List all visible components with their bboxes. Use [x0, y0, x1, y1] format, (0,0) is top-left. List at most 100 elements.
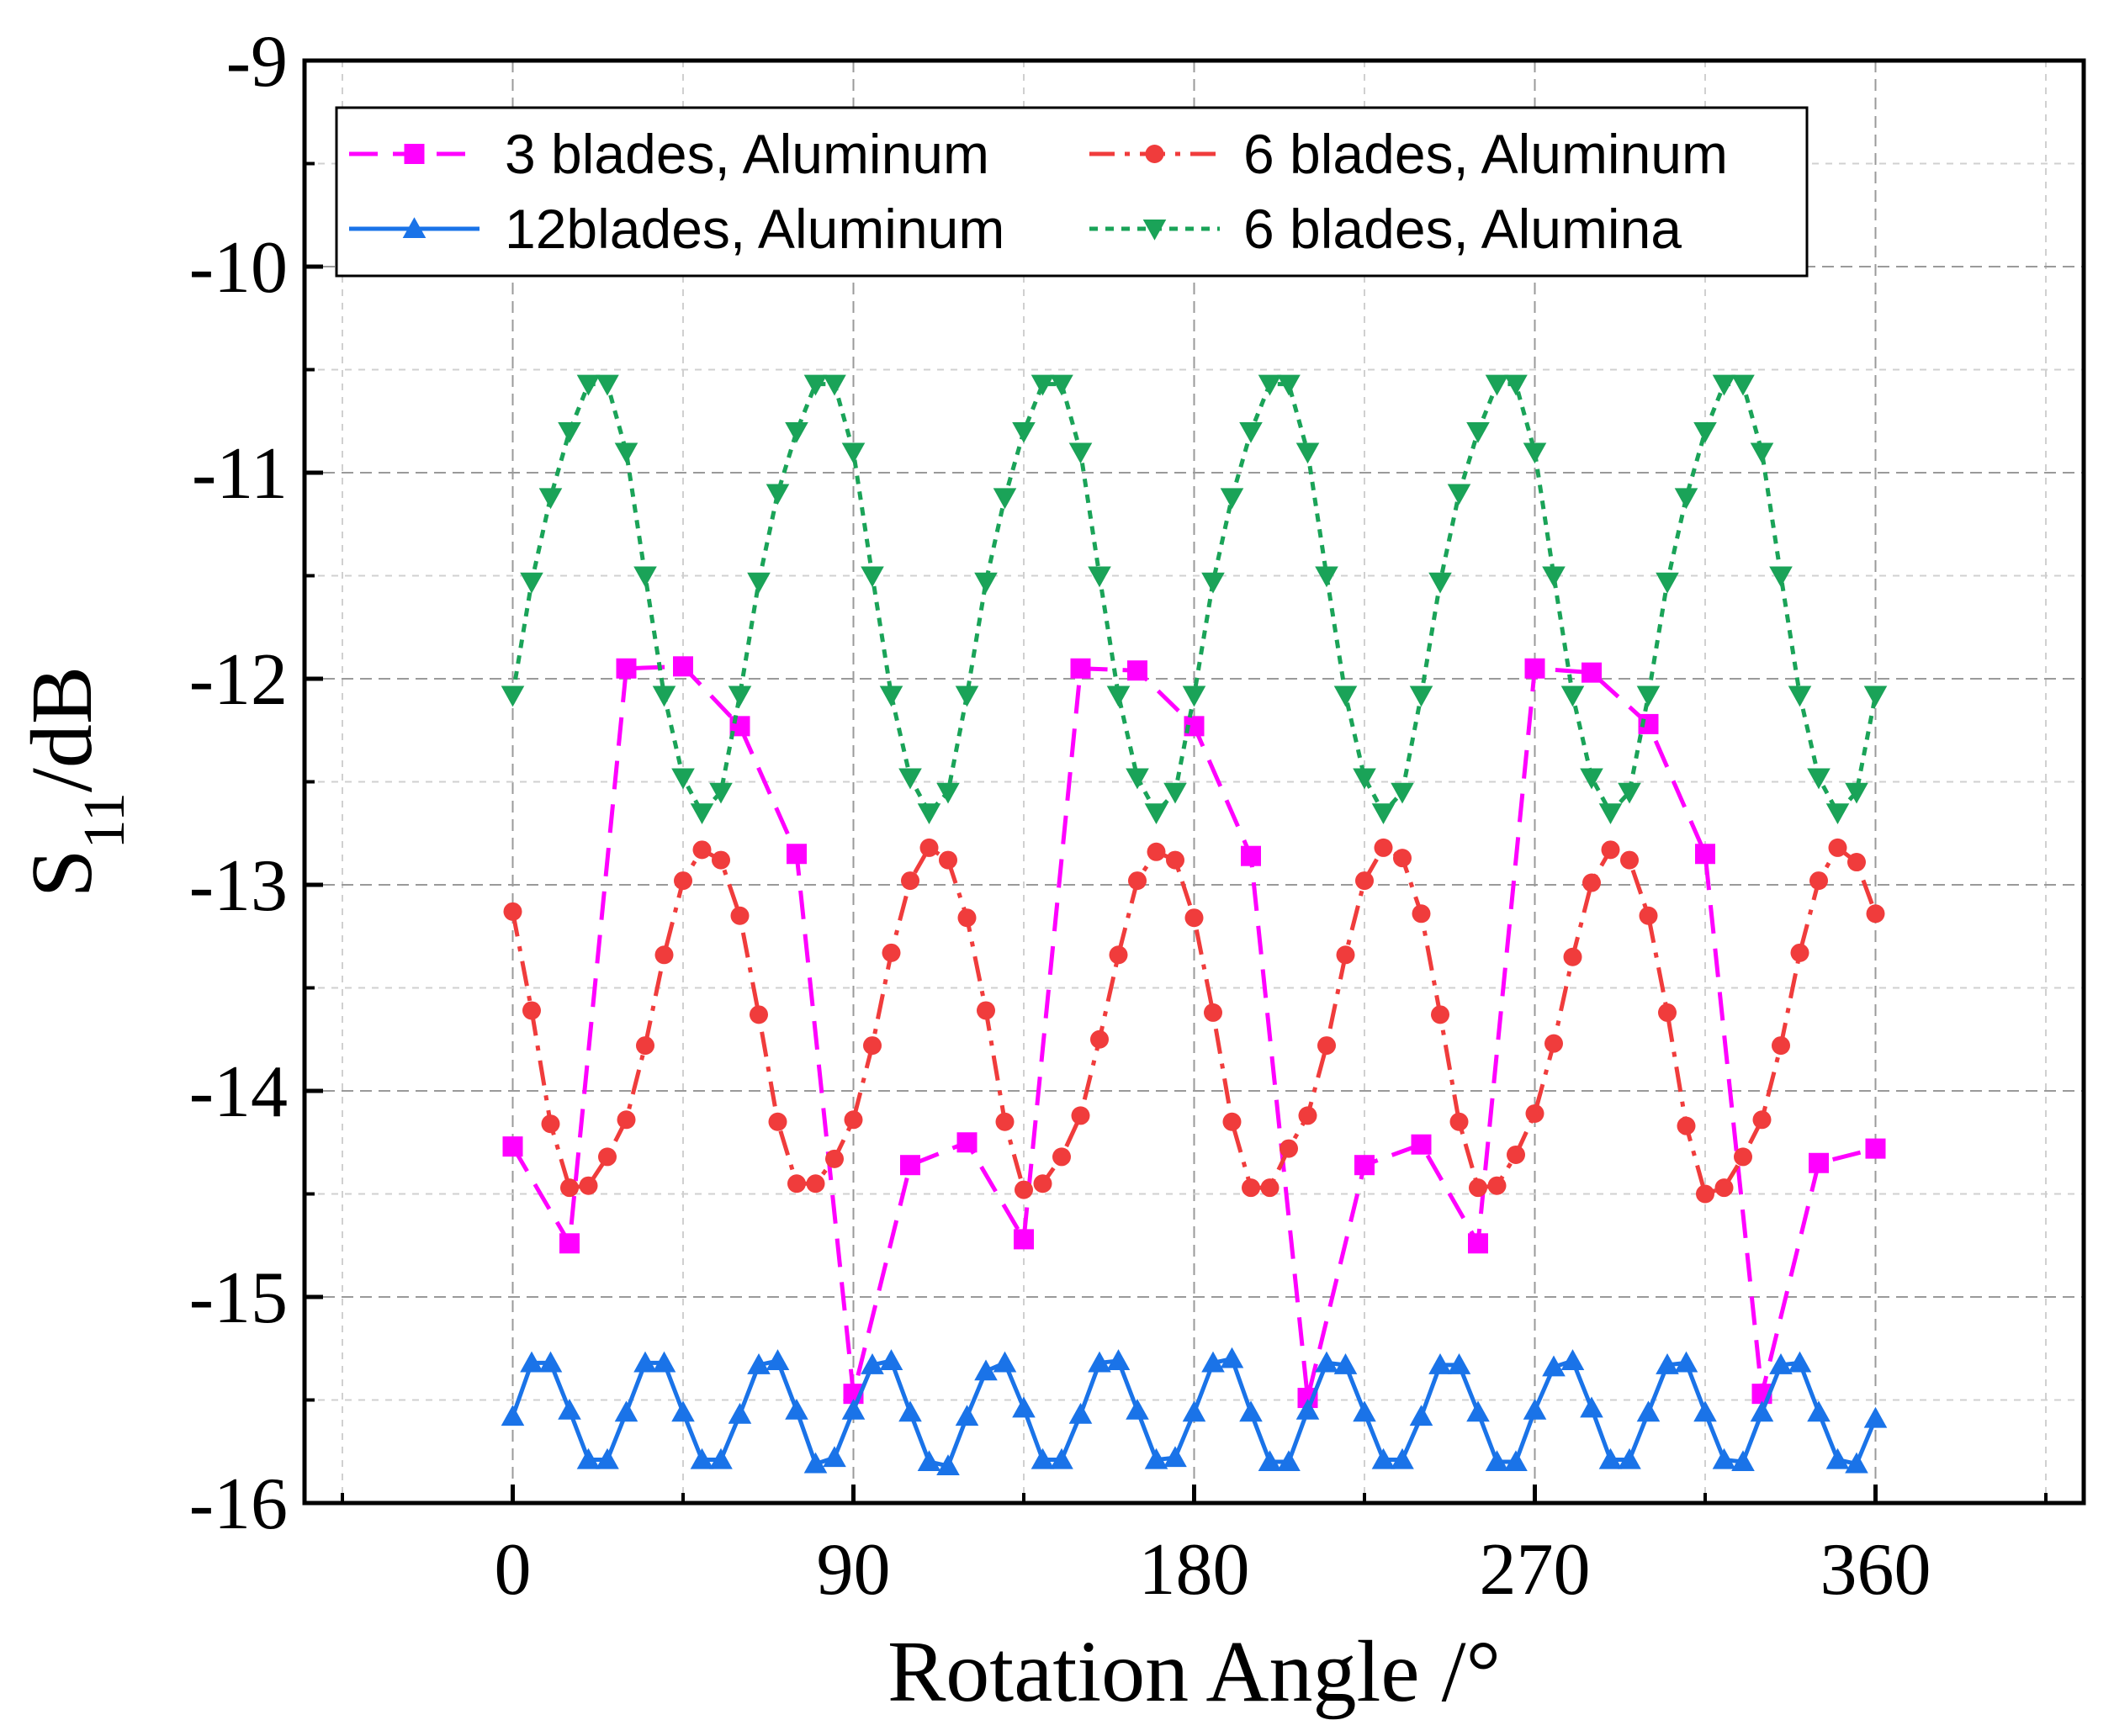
data-point	[747, 572, 771, 594]
data-point	[1524, 658, 1545, 679]
data-point	[501, 1405, 525, 1426]
data-point	[728, 1402, 752, 1424]
legend-marker	[1145, 145, 1164, 163]
data-point	[1391, 782, 1414, 804]
data-point	[879, 685, 903, 707]
data-point	[614, 1400, 638, 1422]
data-point	[1693, 421, 1717, 443]
data-point	[1582, 873, 1601, 892]
data-point	[1204, 1003, 1222, 1022]
data-point	[823, 374, 846, 396]
data-point	[1504, 374, 1528, 396]
data-point	[1542, 1355, 1566, 1377]
data-point	[1752, 1110, 1772, 1130]
data-point	[1845, 782, 1868, 804]
data-point	[1280, 1139, 1298, 1158]
data-point	[1070, 658, 1091, 679]
data-point	[1298, 1106, 1317, 1125]
data-point	[1071, 1106, 1090, 1125]
data-point	[1220, 1347, 1244, 1368]
data-point	[692, 840, 712, 860]
data-point	[1469, 1178, 1487, 1198]
data-point	[1391, 1448, 1414, 1469]
data-point	[576, 1448, 601, 1469]
data-point	[654, 945, 674, 965]
data-point	[1258, 374, 1282, 396]
data-point	[993, 488, 1017, 510]
data-point	[1068, 1402, 1093, 1424]
data-point	[1277, 374, 1301, 396]
data-point	[1184, 908, 1204, 928]
data-point	[1031, 374, 1055, 396]
data-point	[1333, 685, 1358, 707]
data-point	[955, 1405, 979, 1426]
data-point	[1258, 1450, 1282, 1472]
data-point	[1068, 442, 1093, 464]
data-point	[503, 902, 522, 921]
data-point	[1353, 768, 1376, 790]
data-point	[1015, 1180, 1033, 1199]
x-tick-label: 90	[817, 1529, 891, 1611]
data-point	[1618, 1448, 1641, 1469]
data-point	[1127, 660, 1147, 681]
data-point	[768, 1112, 787, 1131]
data-point	[1333, 1353, 1358, 1374]
data-point	[1182, 685, 1206, 707]
y-axis-title: S11/dB	[13, 666, 137, 898]
data-point	[709, 1448, 733, 1469]
data-point	[1601, 840, 1620, 860]
data-point	[1315, 1351, 1338, 1373]
data-point	[1353, 1400, 1376, 1422]
data-point	[919, 838, 939, 857]
x-tick-label: 360	[1820, 1529, 1931, 1611]
data-point	[1031, 1448, 1055, 1469]
data-point	[974, 572, 998, 594]
data-point	[1807, 1400, 1831, 1422]
data-point	[1050, 1448, 1073, 1469]
data-point	[1260, 1178, 1280, 1198]
data-point	[1487, 1176, 1507, 1195]
data-point	[1544, 1034, 1563, 1053]
data-point	[1677, 1116, 1696, 1135]
data-point	[1772, 1036, 1790, 1056]
y-axis-title-main: S	[13, 849, 110, 897]
data-point	[1863, 685, 1888, 707]
data-point	[1449, 1112, 1469, 1131]
data-point	[901, 871, 919, 891]
data-point	[1788, 685, 1812, 707]
data-point	[936, 1454, 960, 1475]
data-point	[1485, 1450, 1509, 1472]
data-point	[1542, 566, 1566, 588]
data-point	[861, 566, 884, 588]
data-point	[1636, 1400, 1661, 1422]
data-point	[1409, 1405, 1433, 1426]
series-1	[503, 838, 1885, 1204]
data-point	[882, 943, 901, 962]
data-point	[1560, 685, 1585, 707]
data-point	[1485, 374, 1509, 396]
y-tick-label: -11	[192, 433, 288, 515]
data-point	[1317, 1036, 1336, 1056]
data-point	[803, 374, 828, 396]
data-point	[538, 1351, 563, 1373]
data-point	[712, 850, 730, 870]
data-point	[1825, 803, 1850, 825]
data-point	[522, 1001, 541, 1020]
data-point	[1809, 871, 1828, 891]
data-point	[785, 421, 808, 443]
data-point	[520, 572, 543, 594]
data-point	[1163, 1446, 1187, 1468]
data-point	[617, 1110, 636, 1130]
x-tick-label: 0	[495, 1529, 532, 1611]
data-point	[1315, 566, 1338, 588]
data-point	[936, 782, 960, 804]
data-point	[1866, 904, 1885, 924]
data-point	[596, 1448, 619, 1469]
data-point	[709, 782, 733, 804]
data-point	[1033, 1174, 1052, 1194]
data-point	[766, 1349, 790, 1370]
data-point	[652, 685, 676, 707]
data-point	[957, 908, 977, 928]
x-tick-label: 270	[1480, 1529, 1591, 1611]
data-point	[1731, 1450, 1755, 1472]
